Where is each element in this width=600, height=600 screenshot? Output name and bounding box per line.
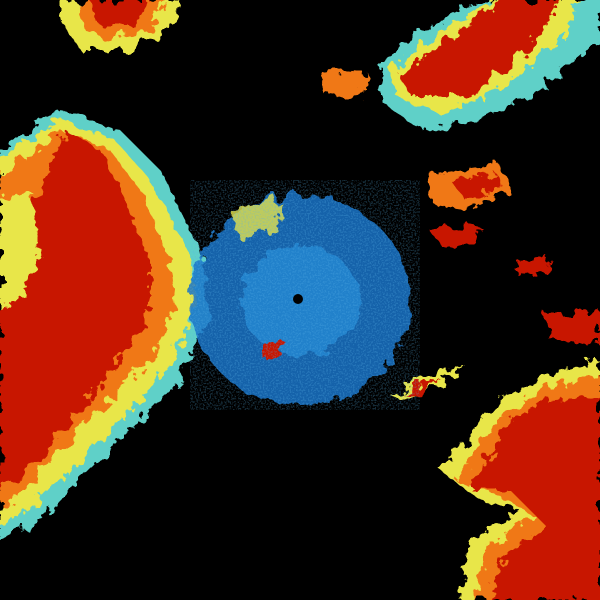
echo-southeast bbox=[440, 360, 600, 600]
echo-west-large bbox=[0, 110, 210, 540]
echo-northwest bbox=[60, 0, 180, 50]
clutter-speckle bbox=[190, 180, 420, 410]
echo-northeast bbox=[320, 0, 600, 245]
radar-site-dot bbox=[293, 294, 303, 304]
